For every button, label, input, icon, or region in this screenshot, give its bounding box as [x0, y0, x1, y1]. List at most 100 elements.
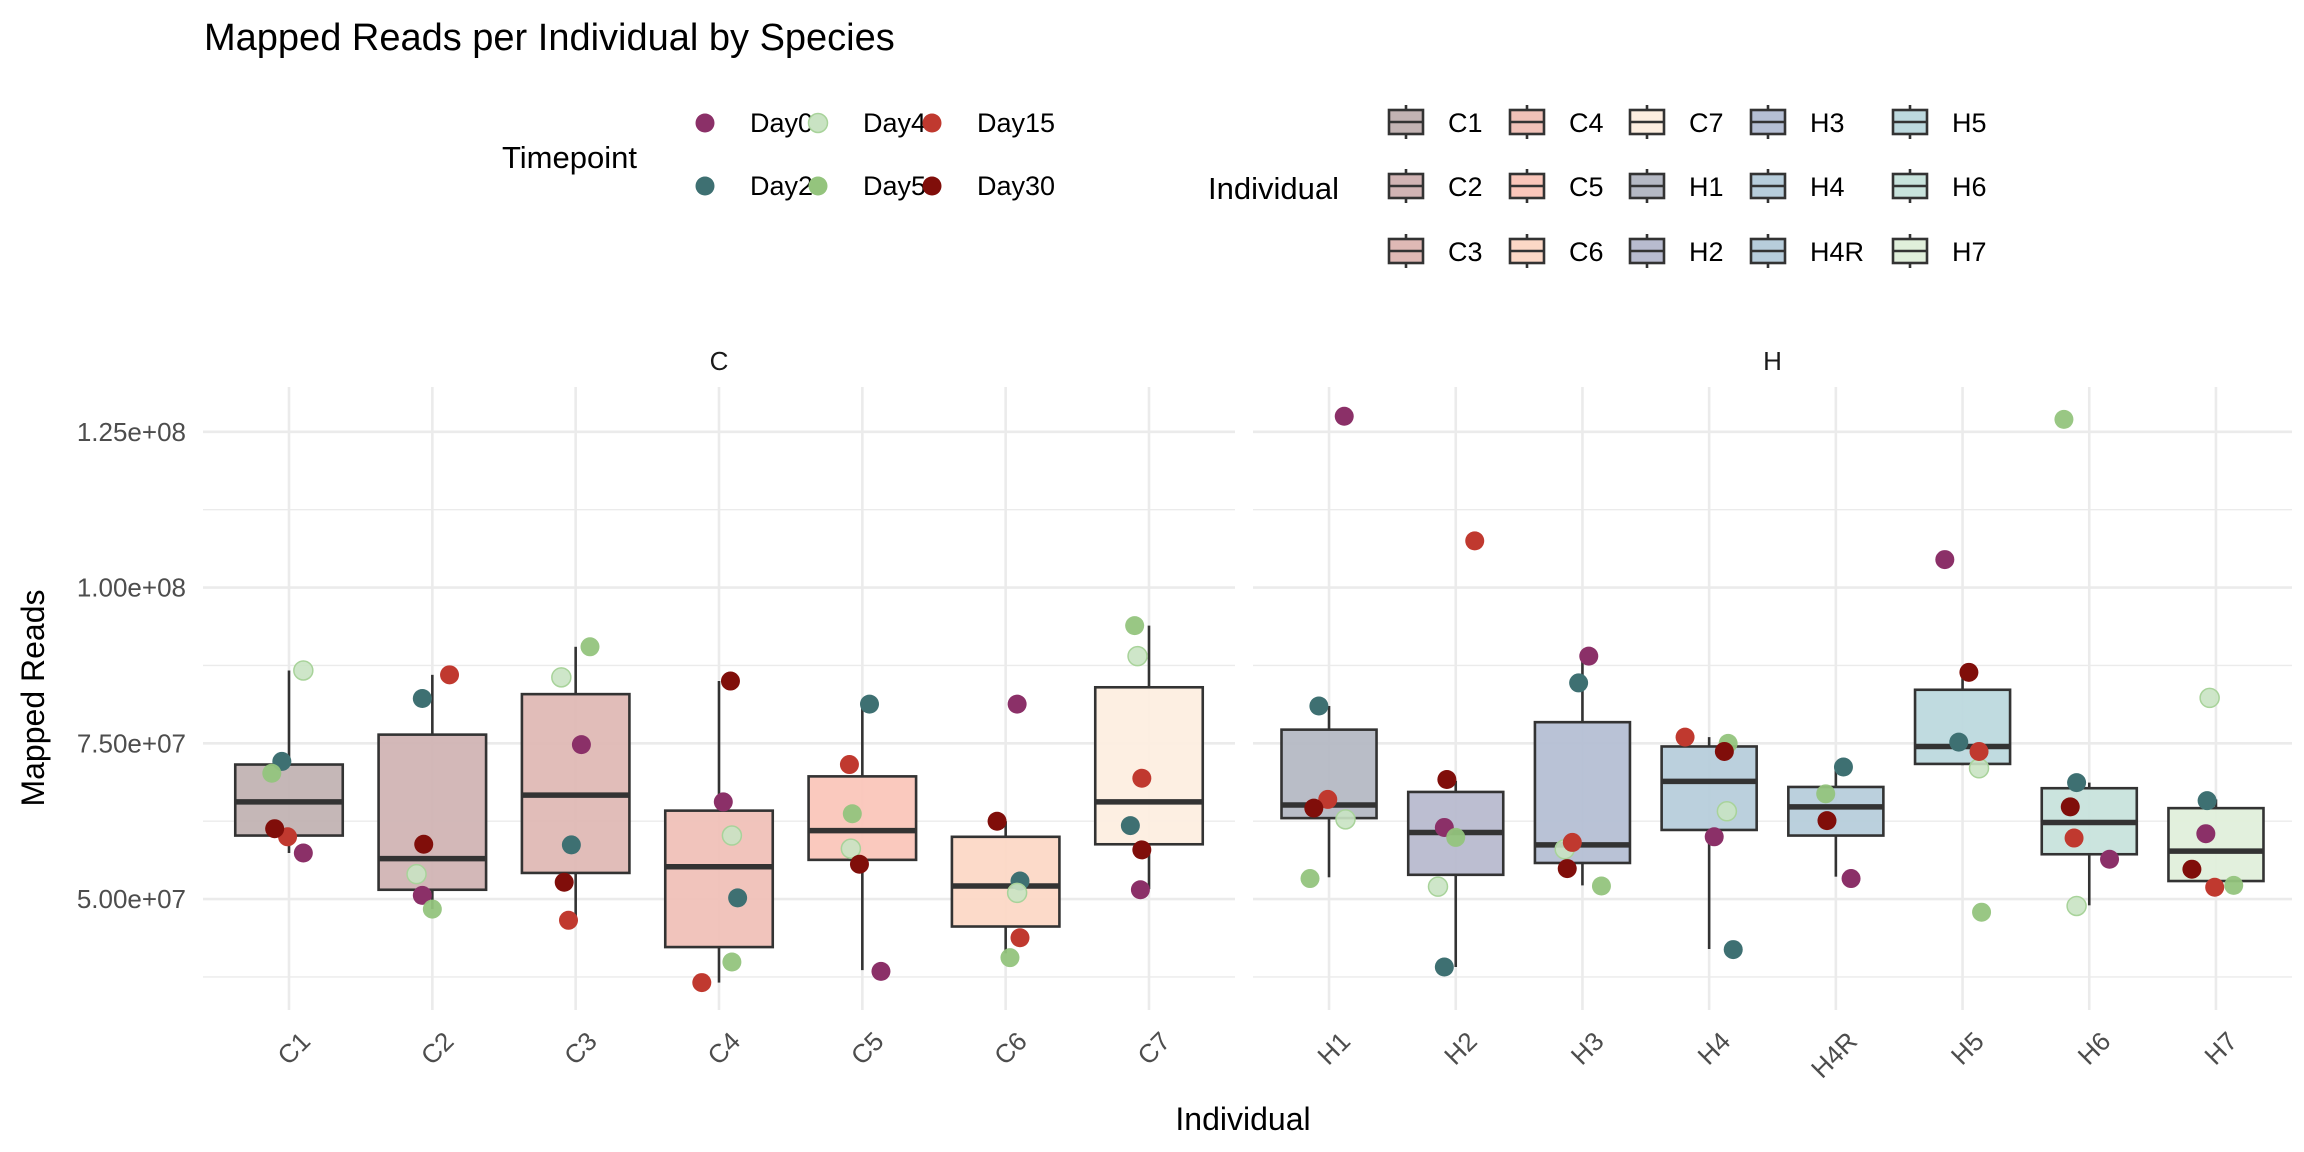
- point-c3-day2: [561, 835, 581, 855]
- box-iqr: [663, 809, 775, 949]
- point-h1-day0: [1334, 406, 1354, 426]
- point-h4-day15: [1675, 727, 1695, 747]
- legend-individual: Individual C1 C2 C3 C4 C5 C6 C7 H1 H2 H3 H4 H4R H5 H6…: [1208, 105, 1987, 268]
- point-c2-day0: [412, 885, 432, 905]
- legend-item-day2: Day2: [695, 171, 813, 201]
- legend-label: H6: [1952, 172, 1987, 202]
- point-c5-day5: [842, 804, 862, 824]
- box-h5: [1913, 672, 2012, 766]
- legend-label: H2: [1689, 237, 1724, 267]
- point-c3-day4: [551, 667, 572, 688]
- point-c4-day5: [722, 952, 742, 972]
- point-h2-day2: [1434, 957, 1454, 977]
- point-h7-day15: [2205, 877, 2225, 897]
- point-h4r-day30: [1817, 811, 1837, 831]
- x-tick-label: C2: [415, 1026, 460, 1071]
- point-c5-day4: [840, 838, 862, 859]
- legend-label: H1: [1689, 172, 1724, 202]
- x-tick-label: H6: [2072, 1026, 2117, 1071]
- point-c2-day5: [422, 899, 442, 919]
- point-h3-day15: [1562, 832, 1582, 852]
- point-c4-day0: [713, 792, 733, 812]
- legend-item-day15: Day15: [922, 108, 1055, 138]
- point-c2-day30: [414, 834, 434, 854]
- point-h4r-day2: [1833, 757, 1853, 777]
- point-h1-day2: [1309, 696, 1329, 716]
- point-c3-day30: [554, 872, 574, 892]
- point-h7-day4: [2199, 687, 2220, 709]
- x-tick-label: C7: [1131, 1026, 1176, 1071]
- point-h1-day4: [1335, 809, 1356, 830]
- point-h4r-day0: [1841, 869, 1861, 889]
- point-c1-day0: [293, 843, 313, 863]
- box-h3: [1533, 656, 1632, 886]
- point-c5-day30: [849, 854, 869, 874]
- legend-label: C2: [1448, 172, 1483, 202]
- legend-label: C3: [1448, 237, 1483, 267]
- box-iqr: [1533, 720, 1632, 865]
- box-h4: [1660, 737, 1758, 949]
- point-c5-day0: [871, 961, 891, 981]
- legend-label: Day2: [750, 171, 813, 201]
- legend-timepoint: Timepoint Day0 Day2 Day4 Day5 Day15 Day30: [502, 108, 1055, 201]
- legend-item-day4: Day4: [807, 108, 926, 138]
- box-iqr: [377, 733, 488, 892]
- x-tick-label: H5: [1945, 1026, 1990, 1071]
- point-h5-day15: [1969, 741, 1989, 761]
- box-iqr: [1660, 745, 1758, 832]
- point-c6-day15: [1010, 928, 1030, 948]
- y-tick-label: 1.00e+08: [77, 573, 186, 603]
- x-tick-label: H4: [1692, 1026, 1737, 1071]
- x-tick-label: C4: [701, 1026, 746, 1071]
- point-c4-day15: [692, 973, 712, 993]
- point-h6-day30: [2060, 797, 2080, 817]
- point-c4-day30: [720, 671, 740, 691]
- point-c5-day2: [860, 694, 879, 714]
- legend-label: C6: [1569, 237, 1604, 267]
- x-tick-label: C5: [845, 1026, 890, 1071]
- x-tick-label: C3: [558, 1026, 603, 1071]
- legend-dot-icon: [695, 113, 715, 133]
- legend-label: Day5: [863, 171, 926, 201]
- point-c1-day5: [262, 763, 282, 783]
- point-h2-day4: [1427, 876, 1449, 897]
- point-c7-day2: [1120, 816, 1140, 836]
- point-c2-day4: [406, 863, 427, 885]
- point-c1-day4: [293, 660, 314, 681]
- chart-title: Mapped Reads per Individual by Species: [204, 17, 895, 59]
- box-h4r: [1787, 766, 1885, 877]
- point-c7-day30: [1132, 840, 1152, 860]
- facet-strip-label: H: [1763, 346, 1782, 376]
- point-h7-day5: [2224, 875, 2244, 895]
- point-h4-day2: [1723, 940, 1743, 960]
- legend-item-day0: Day0: [695, 108, 813, 138]
- point-h1-day30: [1304, 798, 1324, 818]
- point-h7-day2: [2197, 791, 2217, 811]
- point-h2-day15: [1465, 531, 1485, 551]
- point-c7-day0: [1130, 880, 1150, 900]
- point-c1-day30: [265, 819, 285, 839]
- legend-dot-icon: [807, 112, 829, 134]
- point-c3-day15: [559, 910, 578, 930]
- x-tick-label: H7: [2198, 1026, 2243, 1071]
- legend-label: Day15: [977, 108, 1055, 138]
- point-h3-day2: [1569, 673, 1589, 693]
- x-tick-label: C6: [988, 1026, 1033, 1071]
- point-c7-day5: [1125, 616, 1145, 636]
- x-tick-label: C1: [271, 1026, 316, 1071]
- point-c3-day5: [580, 637, 600, 657]
- legend-label: Day30: [977, 171, 1055, 201]
- x-tick-label: H1: [1311, 1026, 1356, 1071]
- legend-item-c5: C5: [1508, 169, 1604, 203]
- legend-individual-title: Individual: [1208, 171, 1339, 206]
- point-h5-day5: [1972, 902, 1992, 922]
- point-h2-day30: [1437, 769, 1457, 789]
- box-c6: [950, 821, 1061, 954]
- point-c7-day4: [1127, 645, 1148, 667]
- legend-item-h4: H4: [1749, 169, 1845, 203]
- legend-dot-icon: [922, 176, 942, 196]
- point-h1-day5: [1300, 869, 1320, 889]
- point-h6-day0: [2100, 849, 2120, 869]
- x-tick-label: H2: [1438, 1026, 1483, 1071]
